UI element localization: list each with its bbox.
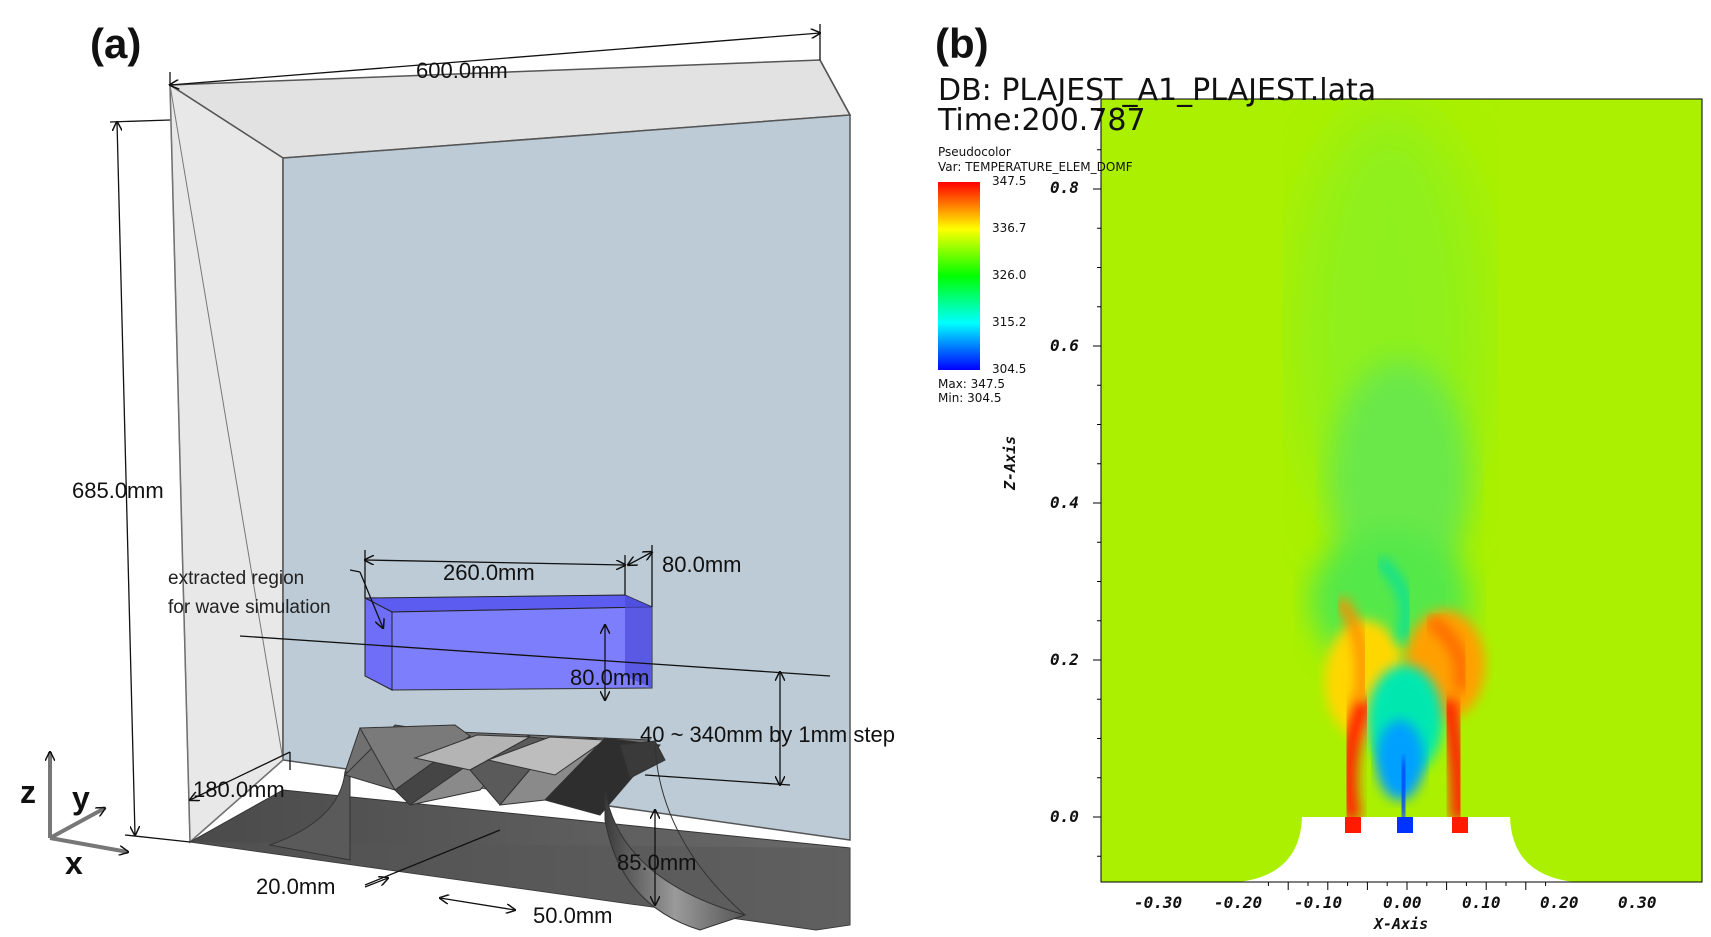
panel-b-label: (b) [935,20,989,67]
box-length-label: 260.0mm [443,560,535,585]
z-tick-0.0: 0.0 [1050,807,1079,826]
axis-triad [50,752,128,852]
radius-label: 85.0mm [617,850,697,875]
pitch-label: 50.0mm [533,903,613,928]
legend-max: Max: 347.5 [938,377,1006,391]
legend-tick-4: 304.5 [992,362,1027,376]
x-tick-030: 0.30 [1618,893,1657,912]
x-axis-title: X-Axis [1374,915,1429,933]
y-axis-letter: y [72,780,90,816]
depth-label: 180.0mm [193,777,285,802]
time-stamp: Time:200.787 [938,103,1146,138]
legend-variable: Var: TEMPERATURE_ELEM_DOMF [938,160,1133,174]
slotted-block [344,724,666,816]
legend-min: Min: 304.5 [938,391,1002,405]
dimension-lines [109,24,831,910]
plot-axes [1093,98,1703,890]
z-tick-0.4: 0.4 [1050,493,1079,512]
gap-range-label: 40 ~ 340mm by 1mm step [640,722,895,747]
legend-tick-0: 347.5 [992,174,1027,188]
temperature-plume [1300,110,1485,822]
database-name: DB: PLAJEST_A1_PLAJEST.lata [938,73,1377,108]
x-tick-020: 0.20 [1540,893,1579,912]
x-tick-m030: -0.30 [1134,893,1183,912]
panel-a-label: (a) [90,20,142,67]
z-axis-title: Z-Axis [1001,435,1019,490]
colorbar [938,182,980,370]
x-axis-letter: x [65,845,83,881]
annotation-line2: for wave simulation [168,597,331,618]
z-tick-0.8: 0.8 [1050,178,1079,197]
slot-width-label: 20.0mm [256,874,336,899]
legend-type: Pseudocolor [938,145,1011,159]
z-tick-0.6: 0.6 [1050,336,1079,355]
annotation-line1: extracted region [168,568,305,589]
center-jet-nozzle [1397,817,1413,833]
legend-tick-2: 326.0 [992,268,1027,282]
height-dimension-label: 685.0mm [72,478,164,503]
z-axis-letter: z [20,774,36,810]
box-height-label: 80.0mm [570,665,650,690]
extracted-region-box [364,594,653,691]
right-jet-nozzle [1452,817,1468,833]
left-jet-nozzle [1345,817,1361,833]
legend-tick-1: 336.7 [992,221,1027,235]
nozzle-base [1238,817,1574,882]
x-tick-000: 0.00 [1383,893,1422,912]
legend-tick-3: 315.2 [992,315,1027,329]
box-depth-label: 80.0mm [662,552,742,577]
x-tick-010: 0.10 [1462,893,1501,912]
x-tick-m010: -0.10 [1294,893,1343,912]
width-dimension-label: 600.0mm [416,58,508,83]
x-tick-m020: -0.20 [1214,893,1263,912]
z-tick-0.2: 0.2 [1050,650,1079,669]
